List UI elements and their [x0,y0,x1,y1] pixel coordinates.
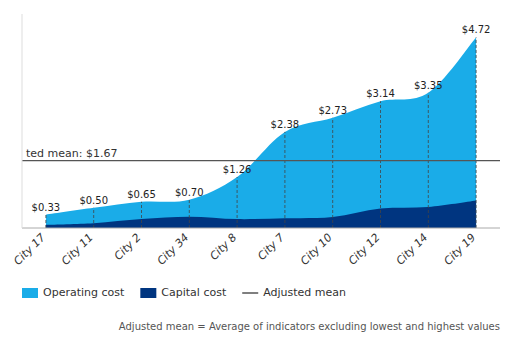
guide-line [141,202,142,228]
legend-label: Capital cost [161,286,227,299]
data-label: $4.72 [462,24,491,35]
area [46,37,476,228]
legend-label: Operating cost [43,286,125,299]
x-tick-label: City 14 [394,231,431,268]
legend-swatch [242,292,258,294]
legend-swatch [140,288,156,298]
x-tick-label: City 17 [11,231,48,268]
x-tick-label: City 12 [346,231,383,268]
chart: $0.33 $0.50 $0.65 $0.70 $1.26 $2.38 $2.73 $3.14… [0,0,512,341]
data-label: $2.73 [318,105,347,116]
data-label: $0.65 [127,189,156,200]
data-label: $3.35 [414,80,443,91]
guide-line [476,37,477,228]
data-label: $3.14 [366,88,395,99]
data-label: $0.50 [79,195,108,206]
x-axis [22,228,500,229]
guide-line [237,177,238,228]
note: Adjusted mean = Average of indicators ex… [119,321,500,332]
data-label: $2.38 [271,119,300,130]
data-label: $0.33 [32,202,61,213]
x-tick-label: City 7 [255,231,287,263]
legend-swatch [22,288,38,298]
legend: Operating cost Capital cost Adjusted mean [22,286,346,299]
data-label: $1.26 [223,164,252,175]
x-tick-label: City 10 [298,231,335,268]
x-tick-label: City 19 [441,231,478,268]
reference-line [22,160,500,161]
reference-label: ted mean: $1.67 [26,147,117,160]
x-tick-label: City 2 [112,231,144,263]
guide-line [380,101,381,228]
area [46,201,476,228]
guide-line [284,132,285,228]
guide-line [189,200,190,228]
y-axis [22,14,23,228]
guide-line [332,118,333,228]
plot-area [22,37,500,228]
x-tick-label: City 8 [207,231,239,263]
x-tick-label: City 34 [155,231,192,268]
legend-label: Adjusted mean [263,286,346,299]
data-label: $0.70 [175,187,204,198]
x-tick-label: City 11 [59,231,96,268]
guide-line [45,215,46,228]
guide-line [93,208,94,228]
